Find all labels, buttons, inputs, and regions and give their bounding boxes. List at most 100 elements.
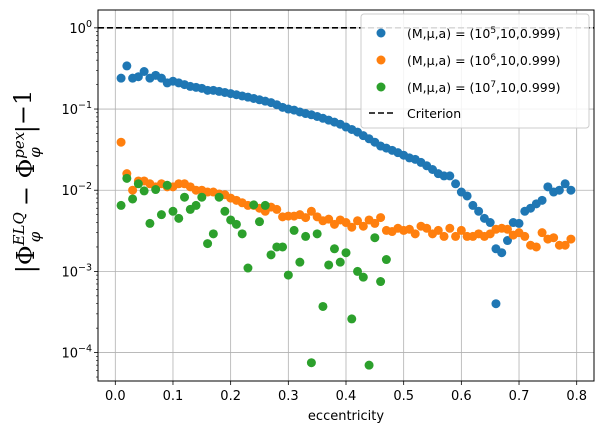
data-point xyxy=(272,204,282,214)
data-point xyxy=(231,219,241,229)
legend-marker xyxy=(376,28,386,38)
data-point xyxy=(128,185,138,195)
data-point xyxy=(156,210,166,220)
y-tick-label: 100 xyxy=(69,19,92,37)
data-point xyxy=(456,225,466,235)
data-point xyxy=(335,257,345,267)
legend-marker xyxy=(376,82,386,92)
data-point xyxy=(174,213,184,223)
series-2 xyxy=(116,137,576,252)
data-point xyxy=(462,191,472,201)
data-point xyxy=(301,231,311,241)
data-point xyxy=(295,257,305,267)
data-point xyxy=(168,206,178,216)
data-point xyxy=(468,200,478,210)
data-point xyxy=(497,248,507,258)
data-point xyxy=(133,179,143,189)
data-point xyxy=(554,185,564,195)
data-point xyxy=(122,61,132,71)
data-point xyxy=(133,72,143,82)
x-axis-label: eccentricity xyxy=(308,409,384,424)
data-point xyxy=(514,218,524,228)
data-point xyxy=(341,248,351,258)
data-point xyxy=(364,360,374,370)
data-point xyxy=(283,270,293,280)
data-point xyxy=(370,233,380,243)
data-point xyxy=(301,213,311,223)
x-tick-label: 0.4 xyxy=(336,389,357,404)
data-point xyxy=(353,266,363,276)
data-point xyxy=(324,260,334,270)
data-point xyxy=(197,192,207,202)
data-point xyxy=(306,206,316,216)
data-point xyxy=(306,358,316,368)
x-tick-label: 0.3 xyxy=(278,389,299,404)
data-point xyxy=(439,231,449,241)
data-point xyxy=(451,179,461,189)
legend-label: (M,μ,a) = (107,10,0.999) xyxy=(407,80,561,95)
data-point xyxy=(324,214,334,224)
data-point xyxy=(347,222,357,232)
data-point xyxy=(502,224,512,234)
data-point xyxy=(433,225,443,235)
legend-label: (M,μ,a) = (106,10,0.999) xyxy=(407,53,561,68)
data-point xyxy=(208,229,218,239)
data-point xyxy=(191,200,201,210)
data-point xyxy=(220,206,230,216)
series-1 xyxy=(116,61,576,309)
data-point xyxy=(445,223,455,233)
x-tick-label: 0.5 xyxy=(393,389,414,404)
data-point xyxy=(249,200,259,210)
data-point xyxy=(139,186,149,196)
data-point xyxy=(560,179,570,189)
data-point xyxy=(237,229,247,239)
y-axis-label: |ΦELQφ − Φpexφ|−1 xyxy=(9,90,44,274)
x-tick-label: 0.1 xyxy=(163,389,184,404)
data-point xyxy=(370,218,380,228)
data-point xyxy=(485,218,495,228)
data-point xyxy=(318,301,328,311)
data-point xyxy=(566,185,576,195)
data-point xyxy=(376,213,386,223)
data-point xyxy=(347,314,357,324)
data-point xyxy=(353,216,363,226)
data-point xyxy=(531,242,541,252)
x-tick-label: 0.7 xyxy=(509,389,530,404)
data-point xyxy=(139,67,149,77)
data-point xyxy=(358,272,368,282)
data-point xyxy=(214,192,224,202)
y-tick-label: 10−3 xyxy=(61,262,92,280)
data-point xyxy=(289,225,299,235)
data-point xyxy=(543,182,553,192)
legend-box xyxy=(360,13,590,129)
data-point xyxy=(537,228,547,238)
data-point xyxy=(151,185,161,195)
data-point xyxy=(180,192,190,202)
legend-marker xyxy=(376,55,386,65)
data-point xyxy=(266,250,276,260)
data-point xyxy=(260,200,270,210)
data-point xyxy=(128,194,138,204)
data-point xyxy=(376,277,386,287)
data-point xyxy=(491,299,501,309)
data-point xyxy=(203,239,213,249)
data-point xyxy=(451,231,461,241)
y-tick-label: 10−1 xyxy=(61,100,92,118)
legend-criterion-label: Criterion xyxy=(407,106,461,121)
data-point xyxy=(520,231,530,241)
data-point xyxy=(145,218,155,228)
data-point xyxy=(358,221,368,231)
data-point xyxy=(560,240,570,250)
data-point xyxy=(502,236,512,246)
data-point xyxy=(254,217,264,227)
legend: (M,μ,a) = (105,10,0.999) (M,μ,a) = (106,1… xyxy=(360,13,590,129)
data-point xyxy=(116,73,126,83)
x-tick-label: 0.6 xyxy=(451,389,472,404)
x-tick-label: 0.0 xyxy=(105,389,126,404)
data-point xyxy=(278,242,288,252)
series-3 xyxy=(116,173,391,370)
data-point xyxy=(243,263,253,273)
data-point xyxy=(329,244,339,254)
data-point xyxy=(549,233,559,243)
